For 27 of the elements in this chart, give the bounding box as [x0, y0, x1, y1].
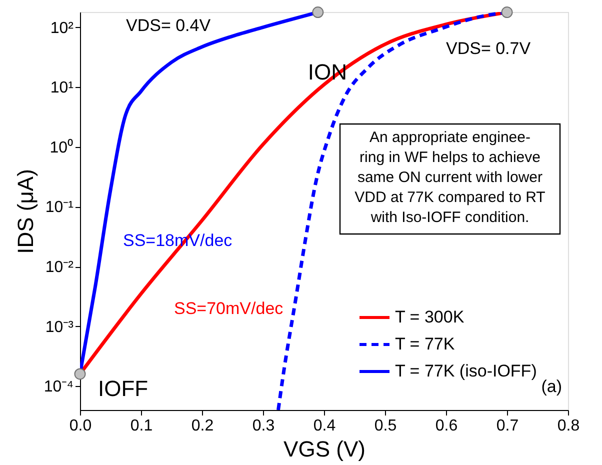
- annotation: VDS= 0.4V: [126, 16, 212, 35]
- legend-label: T = 77K: [395, 334, 456, 354]
- x-tick-label: 0.0: [69, 418, 92, 434]
- x-tick-label: 0.5: [374, 418, 397, 434]
- x-tick-label: 0.8: [557, 418, 580, 434]
- y-tick-label: 10⁰: [50, 138, 74, 156]
- legend-label: T = 77K (iso-IOFF): [395, 362, 537, 380]
- annotation: VDS= 0.7V: [446, 39, 532, 58]
- x-axis-title: VGS (V): [284, 436, 366, 462]
- y-tick-label: 10⁻²: [45, 259, 74, 276]
- y-tick-label: 10⁻¹: [45, 199, 74, 216]
- x-tick-label: 0.6: [435, 418, 458, 434]
- legend-label: T = 300K: [395, 308, 465, 326]
- x-tick-label: 0.3: [252, 418, 275, 434]
- annotation: SS=70mV/dec: [174, 299, 284, 318]
- y-tick-label: 10⁻³: [45, 318, 74, 336]
- x-tick-label: 0.1: [130, 418, 153, 434]
- x-tick-label: 0.2: [191, 418, 214, 434]
- y-tick-label: 10⁻⁴: [44, 378, 74, 396]
- x-tick-label: 0.4: [313, 418, 336, 434]
- y-axis-title: IDS (μA): [12, 169, 38, 254]
- y-tick-label: 10²: [50, 20, 74, 37]
- y-tick-label: 10¹: [50, 80, 74, 97]
- annotation: (a): [541, 377, 562, 396]
- annotation: IOFF: [98, 376, 148, 401]
- x-tick-label: 0.7: [496, 418, 519, 434]
- annotation: An appropriate enginee- ring in WF helps to achieve same ON current with lower VDD at 77K compared to RT with Iso-IOFF condition.: [354, 129, 546, 226]
